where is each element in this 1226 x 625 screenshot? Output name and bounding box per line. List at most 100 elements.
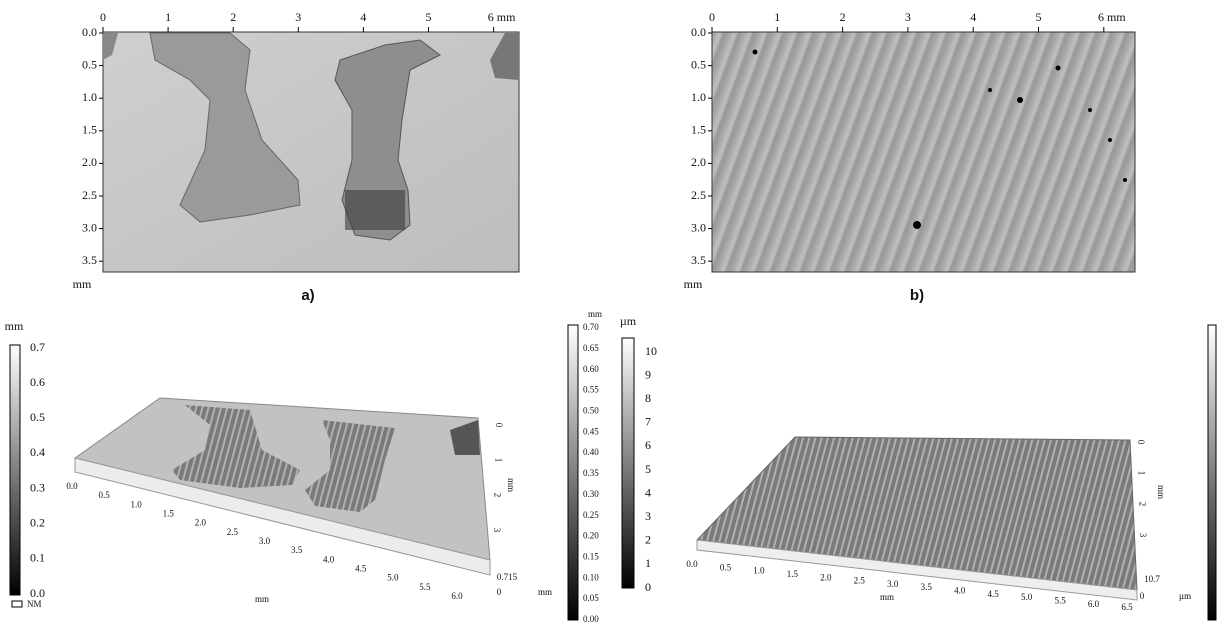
scale-tick-label: 1 (645, 556, 651, 570)
x-tick-label: 2.0 (820, 572, 832, 582)
z-unit: mm (538, 587, 552, 597)
y-tick-label: 0.5 (691, 57, 706, 71)
y-unit: mm (684, 277, 703, 291)
scale-tick-label: 0.50 (583, 405, 599, 415)
x-tick-label: 1.0 (753, 566, 765, 576)
x-tick-label: 5.5 (1054, 595, 1066, 605)
scale-tick-label: 8 (645, 391, 651, 405)
scale-tick-label: 0.0 (30, 586, 45, 600)
x-tick-label: 4.5 (355, 564, 367, 574)
x-tick-label: 1.5 (163, 509, 175, 519)
y-tick-label: 3.0 (82, 220, 97, 234)
y-tick-label: 2.5 (82, 188, 97, 202)
y-unit: mm (506, 478, 516, 492)
x-unit: mm (255, 594, 269, 604)
scale-tick-label: 4 (645, 485, 651, 499)
x-tick-label: 6 mm (488, 10, 516, 24)
x-tick-label: 6.0 (1088, 599, 1100, 609)
x-tick-label: 0.0 (686, 559, 698, 569)
caption: a) (301, 287, 314, 304)
y-tick-label: 0.5 (82, 57, 97, 71)
y-tick-label: 3.5 (82, 253, 97, 267)
scale-tick-label: 0.25 (583, 510, 599, 520)
bar-unit: mm (588, 309, 602, 319)
x-tick-label: 0.5 (98, 490, 110, 500)
x-tick-label: 6.5 (1121, 602, 1133, 612)
y-tick-label: 3.5 (691, 253, 706, 267)
x-tick-label: 2.5 (227, 527, 239, 537)
x-tick-label: 3 (905, 10, 911, 24)
y-unit: mm (73, 277, 92, 291)
x-tick-label: 5 (426, 10, 432, 24)
legend-label: NM (27, 599, 42, 609)
scale-tick-label: 0.5 (30, 410, 45, 424)
scale-tick-label: 6 (645, 438, 651, 452)
scale-tick-label: 0.70 (583, 322, 599, 332)
y-unit: mm (1156, 485, 1166, 499)
x-tick-label: 5.5 (419, 582, 431, 592)
x-tick-label: 3.5 (921, 582, 933, 592)
y-tick-label: 2 (493, 493, 503, 498)
scale-unit: mm (5, 319, 24, 333)
y-tick-label: 1.0 (691, 90, 706, 104)
y-tick-label: 3 (492, 528, 502, 533)
x-tick-label: 6.0 (451, 591, 463, 601)
y-tick-label: 0 (1136, 440, 1146, 445)
scale-tick-label: 0.2 (30, 515, 45, 529)
panel-b-image (712, 32, 1135, 272)
x-tick-label: 4.0 (954, 586, 966, 596)
figure: 0 1 2 3 4 5 6 mm 0.0 0.5 1.0 1.5 2.0 2.5 3.0 3.5 mm a) 0 1… (0, 0, 1226, 625)
scale-tick-label: 0.10 (583, 572, 599, 582)
y-tick-label: 1.5 (82, 123, 97, 137)
scale-tick-label: 0 (645, 580, 651, 594)
x-tick-label: 5 (1036, 10, 1042, 24)
z-tick-label: 0 (1140, 591, 1145, 601)
scale-tick-label: 0.45 (583, 426, 599, 436)
x-tick-label: 4 (360, 10, 366, 24)
scale-tick-label: 0.40 (583, 447, 599, 457)
y-tick-label: 2.0 (691, 155, 706, 169)
scale-tick-label: 2 (645, 533, 651, 547)
y-tick-label: 2 (1137, 502, 1147, 507)
scale-tick-label: 0.35 (583, 468, 599, 478)
y-tick-label: 1 (493, 458, 503, 463)
x-tick-label: 6 mm (1098, 10, 1126, 24)
y-tick-label: 1.0 (82, 90, 97, 104)
x-tick-label: 2.0 (195, 518, 207, 528)
scale-tick-label: 0.65 (583, 343, 599, 353)
scale-tick-label: 3 (645, 509, 651, 523)
scale-tick-label: 0.4 (30, 445, 45, 459)
x-tick-label: 1 (774, 10, 780, 24)
y-tick-label: 1.5 (691, 123, 706, 137)
scale-tick-label: 0.00 (583, 614, 599, 624)
x-tick-label: 5.0 (1021, 592, 1033, 602)
panel-c-3d (10, 325, 578, 620)
scale-tick-label: 0.05 (583, 593, 599, 603)
x-tick-label: 1.0 (131, 499, 143, 509)
x-tick-label: 2 (230, 10, 236, 24)
y-tick-label: 2.5 (691, 188, 706, 202)
x-tick-label: 0 (709, 10, 715, 24)
x-tick-label: 4.5 (988, 589, 1000, 599)
x-tick-label: 3.0 (887, 579, 899, 589)
scale-tick-label: 0.60 (583, 364, 599, 374)
scale-tick-label: 0.6 (30, 375, 45, 389)
scale-tick-label: 0.7 (30, 340, 45, 354)
x-tick-label: 4 (970, 10, 976, 24)
x-tick-label: 0.5 (720, 562, 732, 572)
x-tick-label: 2 (840, 10, 846, 24)
x-tick-label: 0.0 (66, 481, 78, 491)
x-unit: mm (880, 592, 894, 602)
y-tick-label: 0 (494, 423, 504, 428)
x-tick-label: 1.5 (787, 569, 799, 579)
y-tick-label: 0.0 (82, 25, 97, 39)
panel-d-3d (622, 325, 1216, 620)
x-tick-label: 3 (295, 10, 301, 24)
y-tick-label: 2.0 (82, 155, 97, 169)
x-tick-label: 2.5 (854, 576, 866, 586)
y-tick-label: 0.0 (691, 25, 706, 39)
x-tick-label: 1 (165, 10, 171, 24)
x-tick-label: 0 (100, 10, 106, 24)
scale-tick-label: 10 (645, 344, 657, 358)
scale-tick-label: 7 (645, 415, 651, 429)
